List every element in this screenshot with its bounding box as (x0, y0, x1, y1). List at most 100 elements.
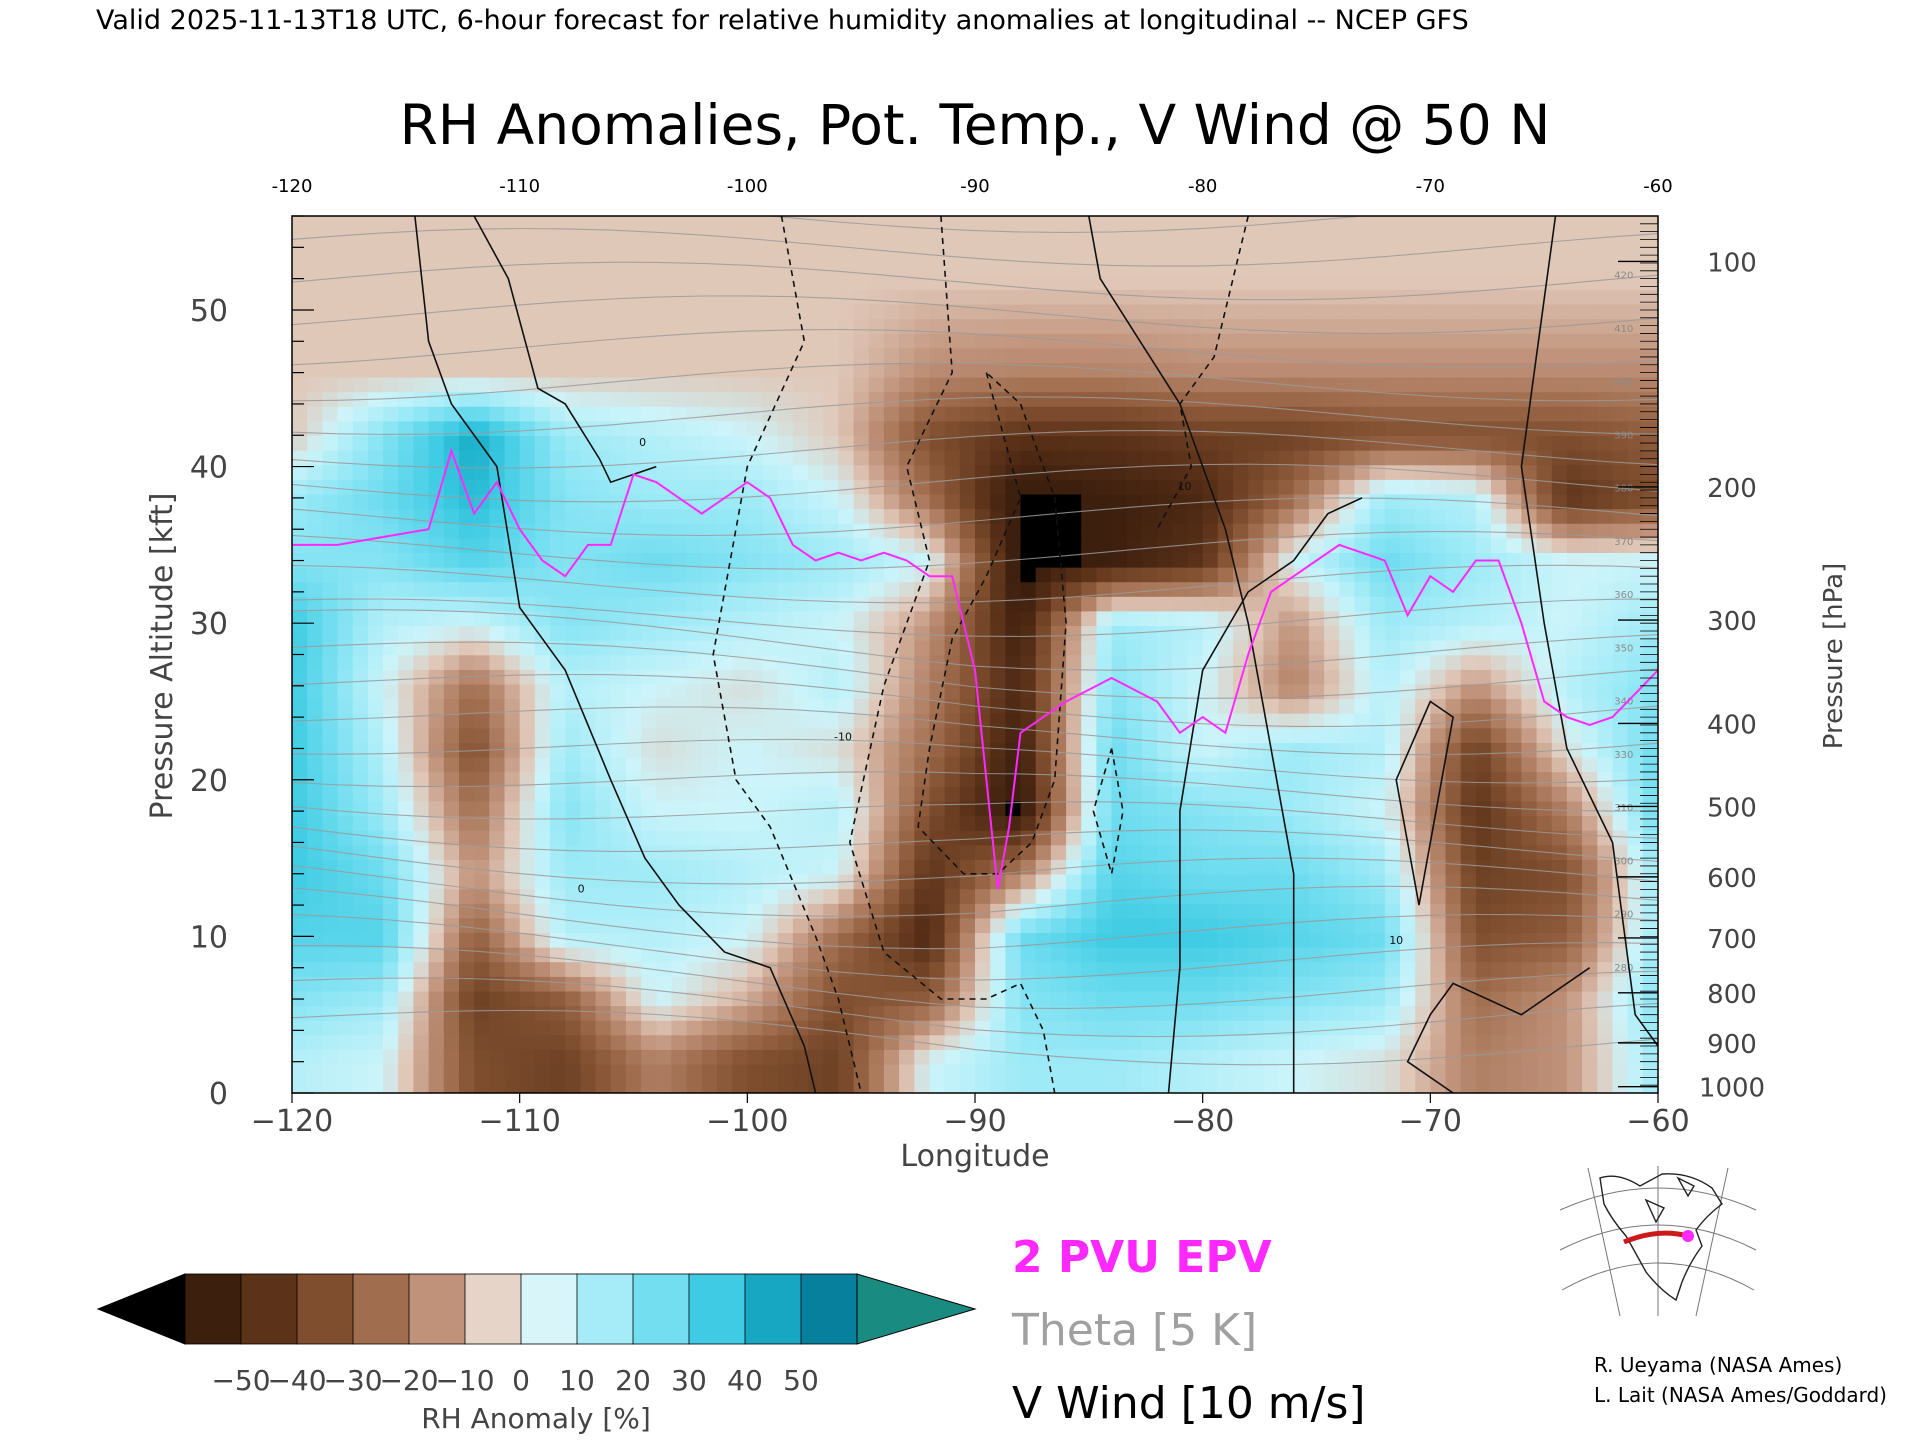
heatmap-cell (1248, 362, 1265, 378)
heatmap-cell (1369, 859, 1386, 875)
heatmap-cell (519, 1005, 536, 1021)
heatmap-cell (1354, 537, 1371, 553)
heatmap-cell (853, 903, 870, 919)
heatmap-cell (747, 1063, 764, 1080)
heatmap-cell (625, 289, 642, 305)
heatmap-cell (337, 727, 354, 743)
heatmap-cell (307, 508, 324, 524)
heatmap-cell (1308, 318, 1325, 334)
heatmap-cell (1248, 888, 1265, 904)
heatmap-cell (1035, 347, 1052, 363)
heatmap-cell (1278, 596, 1295, 612)
heatmap-cell (671, 829, 688, 846)
heatmap-cell (868, 362, 885, 378)
heatmap-cell (1460, 420, 1477, 436)
heatmap-cell (808, 771, 824, 787)
heatmap-cell (1491, 537, 1507, 553)
heatmap-cell (1126, 961, 1143, 977)
heatmap-cell (1415, 727, 1432, 743)
heatmap-cell (762, 362, 779, 378)
heatmap-cell (686, 1049, 703, 1065)
heatmap-cell (1627, 698, 1644, 714)
heatmap-cell (1354, 347, 1371, 363)
heatmap-cell (823, 376, 840, 393)
heatmap-cell (777, 332, 794, 349)
heatmap-cell (367, 566, 384, 583)
heatmap-cell (383, 479, 400, 495)
heatmap-cell (1081, 537, 1098, 553)
heatmap-cell (519, 800, 536, 817)
heatmap-cell (929, 362, 946, 378)
heatmap-cell (944, 713, 961, 729)
heatmap-cell (1005, 522, 1022, 539)
heatmap-cell (1096, 552, 1113, 568)
heatmap-cell (322, 596, 339, 612)
heatmap-cell (1566, 347, 1583, 363)
heatmap-cell (1612, 508, 1629, 524)
heatmap-cell (1491, 800, 1507, 817)
heatmap-cell (975, 873, 991, 890)
heatmap-cell (1157, 449, 1174, 466)
heatmap-cell (1233, 903, 1249, 919)
heatmap-cell (1384, 713, 1401, 729)
heatmap-cell (1187, 449, 1204, 466)
heatmap-cell (853, 274, 870, 290)
heatmap-cell (1111, 903, 1128, 919)
heatmap-cell (1005, 391, 1022, 407)
heatmap-cell (1521, 347, 1538, 363)
heatmap-cell (474, 479, 491, 495)
heatmap-cell (519, 625, 536, 641)
heatmap-cell (1217, 976, 1234, 992)
heatmap-cell (580, 976, 597, 992)
heatmap-cell (1020, 552, 1037, 568)
heatmap-cell (459, 552, 475, 568)
heatmap-cell (1415, 566, 1432, 583)
heatmap-cell (823, 289, 840, 305)
heatmap-cell (1020, 961, 1037, 977)
heatmap-cell (292, 683, 308, 700)
heatmap-cell (1491, 815, 1507, 831)
heatmap-cell (944, 727, 961, 743)
heatmap-cell (1157, 1019, 1174, 1036)
heatmap-cell (1627, 289, 1644, 305)
heatmap-cell (1445, 888, 1462, 904)
heatmap-cell (595, 698, 612, 714)
heatmap-cell (337, 859, 354, 875)
heatmap-cell (1324, 815, 1341, 831)
heatmap-cell (990, 493, 1007, 510)
heatmap-cell (671, 771, 688, 787)
heatmap-cell (1020, 332, 1037, 349)
heatmap-cell (792, 581, 809, 597)
heatmap-cell (762, 391, 779, 407)
heatmap-cell (1582, 903, 1599, 919)
heatmap-cell (337, 932, 354, 948)
heatmap-cell (823, 698, 840, 714)
heatmap-cell (1521, 289, 1538, 305)
heatmap-cell (777, 932, 794, 948)
heatmap-cell (459, 771, 475, 787)
heatmap-cell (944, 917, 961, 933)
heatmap-cell (792, 303, 809, 320)
heatmap-cell (1536, 786, 1553, 802)
heatmap-cell (762, 318, 779, 334)
heatmap-cell (1506, 683, 1523, 700)
heatmap-cell (1642, 1049, 1658, 1065)
heatmap-cell (1369, 596, 1386, 612)
heatmap-cell (337, 903, 354, 919)
heatmap-cell (1081, 449, 1098, 466)
heatmap-cell (1217, 859, 1234, 875)
heatmap-cell (550, 625, 566, 641)
heatmap-cell (367, 800, 384, 817)
heatmap-cell (929, 347, 946, 363)
heatmap-cell (1172, 683, 1189, 700)
heatmap-cell (625, 990, 642, 1007)
heatmap-cell (383, 917, 400, 933)
heatmap-cell (610, 669, 627, 685)
heatmap-cell (914, 1019, 931, 1036)
heatmap-cell (1445, 1078, 1462, 1093)
heatmap-cell (1582, 742, 1599, 758)
heatmap-cell (1278, 976, 1295, 992)
heatmap-cell (1597, 786, 1614, 802)
heatmap-cell (1005, 932, 1022, 948)
heatmap-cell (883, 376, 900, 393)
